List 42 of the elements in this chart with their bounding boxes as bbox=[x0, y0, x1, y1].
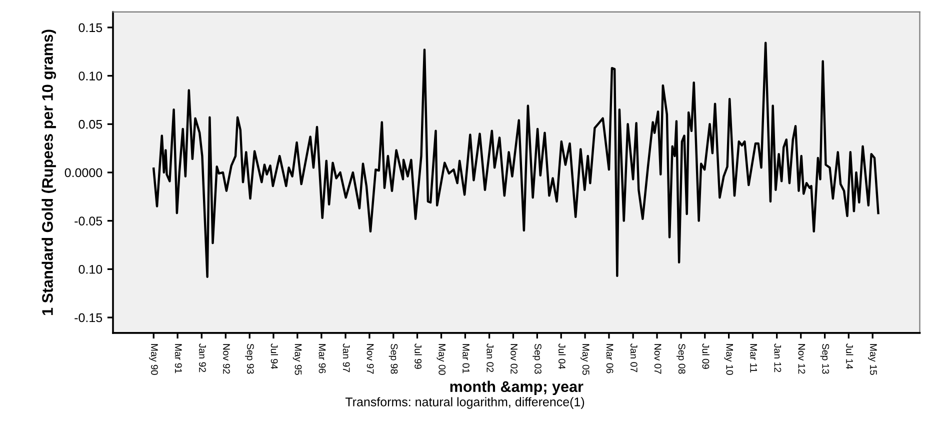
y-tick-label: 0.10 bbox=[78, 72, 102, 80]
y-tick-label: 0.10 bbox=[78, 264, 102, 274]
x-tick-label: Jan 02 bbox=[486, 344, 494, 372]
x-tick-label: Sep 98 bbox=[388, 344, 398, 374]
x-tick-label: Jul 94 bbox=[270, 344, 278, 370]
x-tick-label: Jul 14 bbox=[846, 344, 854, 370]
x-tick-label: Jan 07 bbox=[630, 344, 638, 372]
x-tick-label: Sep 13 bbox=[820, 344, 830, 374]
x-tick-label: Jul 04 bbox=[558, 344, 566, 370]
x-tick-label: Nov 07 bbox=[654, 344, 662, 374]
x-tick-label: Sep 08 bbox=[676, 344, 686, 374]
y-tick-label: 0.05 bbox=[78, 120, 102, 129]
x-tick-label: Nov 12 bbox=[798, 344, 806, 374]
x-tick-label: May 05 bbox=[580, 344, 590, 375]
x-tick-label: Jul 99 bbox=[414, 344, 422, 369]
y-tick-label: -0.15 bbox=[74, 313, 102, 322]
x-tick-label: May 15 bbox=[868, 344, 877, 375]
x-tick-label: Jan 92 bbox=[199, 344, 206, 372]
x-tick-label: Mar 06 bbox=[606, 344, 614, 374]
text: Transforms: natural logarithm, difference(1) bbox=[345, 397, 584, 409]
x-tick-label: Jul 09 bbox=[702, 344, 710, 369]
x-tick-label: Mar 91 bbox=[174, 344, 182, 374]
x-tick-label: Sep 03 bbox=[532, 344, 542, 374]
x-tick-label: May 90 bbox=[149, 344, 158, 375]
line-series bbox=[152, 42, 880, 278]
x-tick-label: Mar 96 bbox=[318, 344, 326, 374]
x-tick-label: Nov 92 bbox=[223, 344, 230, 374]
y-tick-label: 0.15 bbox=[78, 23, 102, 32]
x-tick-label: Jan 97 bbox=[342, 344, 350, 372]
x-tick-label: Mar 11 bbox=[750, 344, 757, 372]
x-tick-label: Mar 01 bbox=[462, 344, 470, 374]
y-axis-title: 1 Standard Gold (Rupees per 10 grams) bbox=[42, 30, 56, 315]
x-tick-label: May 10 bbox=[724, 344, 734, 375]
x-tick-label: May 00 bbox=[436, 344, 446, 375]
x-tick-label: Jan 12 bbox=[774, 344, 782, 372]
x-tick-label: Nov 97 bbox=[366, 344, 374, 374]
x-tick-label: Nov 02 bbox=[510, 344, 518, 374]
x-tick-label: Sep 93 bbox=[245, 344, 254, 374]
x-tick-label: May 95 bbox=[292, 344, 302, 375]
y-tick-label: 0.0000 bbox=[64, 168, 102, 178]
x-axis-title: month &amp; year bbox=[450, 380, 584, 396]
y-tick-label: -0.05 bbox=[74, 216, 102, 226]
